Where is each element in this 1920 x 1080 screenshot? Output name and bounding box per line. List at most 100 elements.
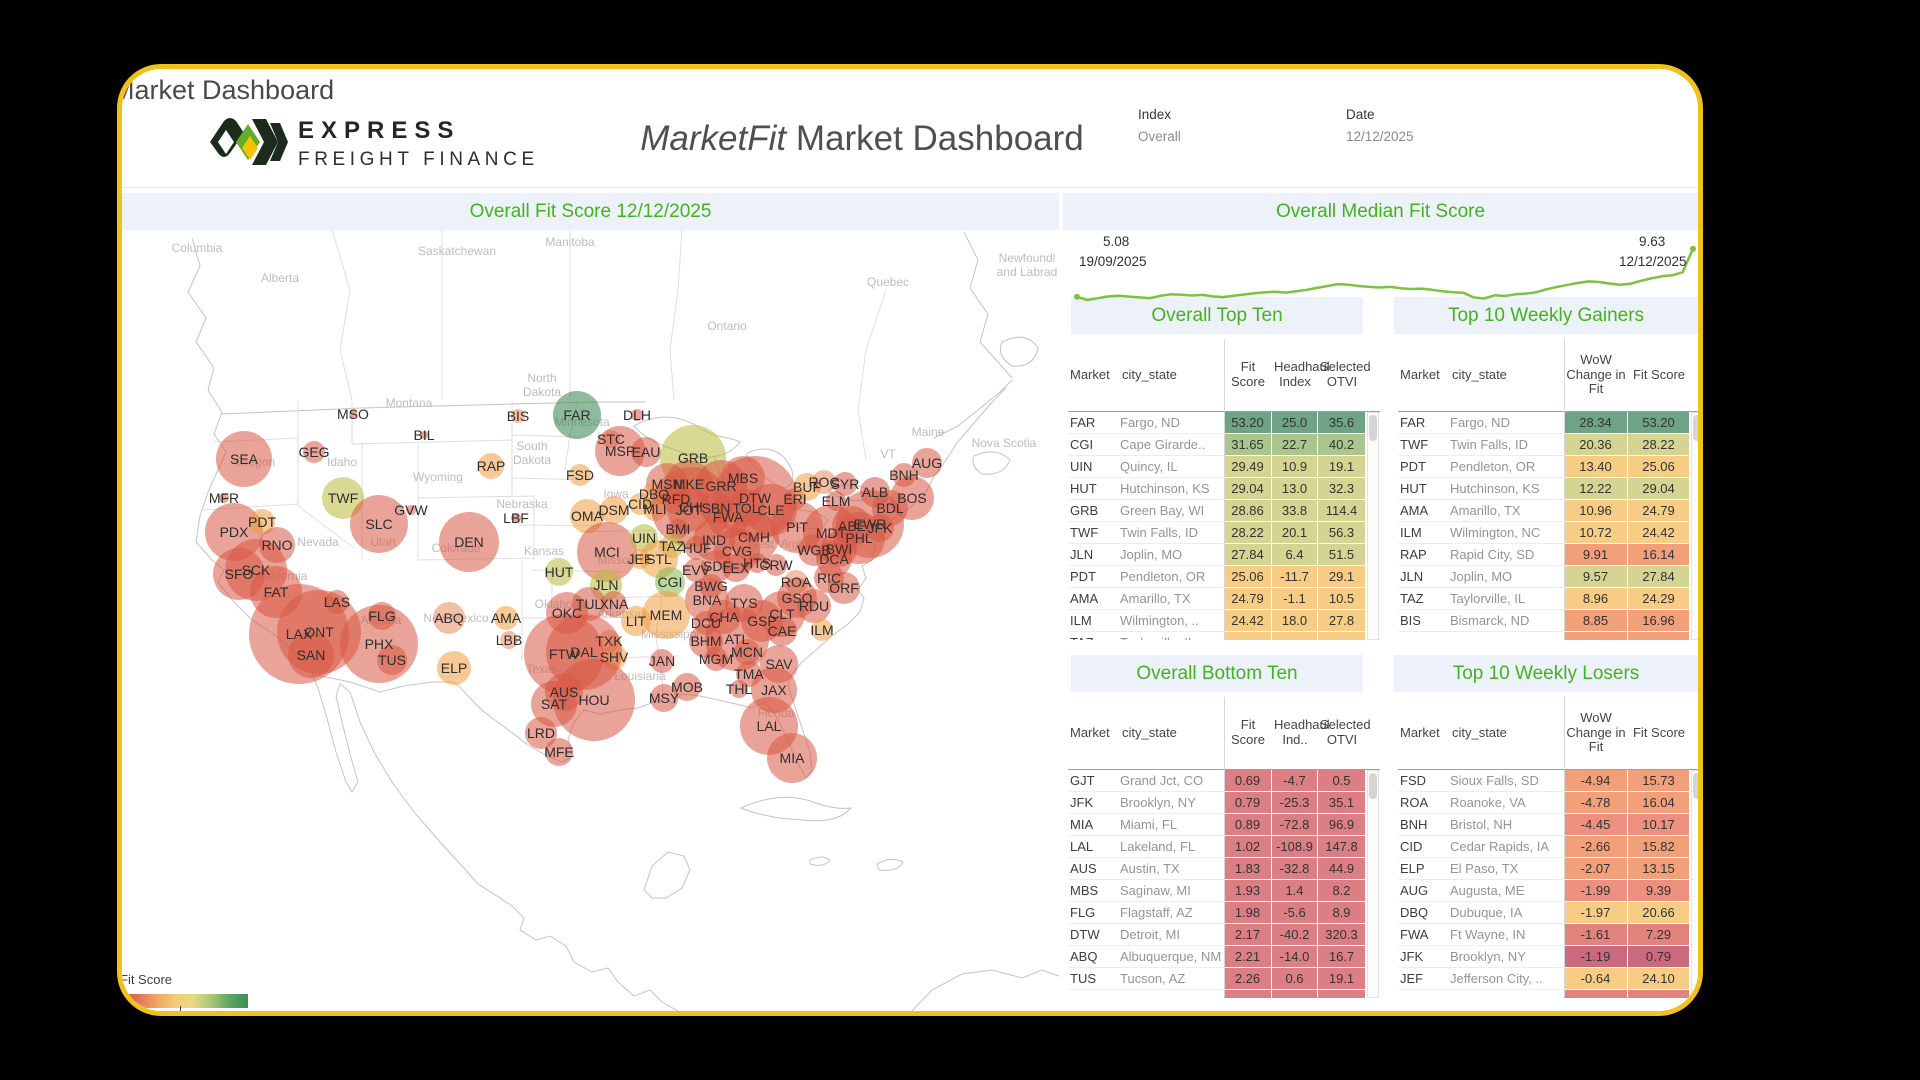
- table-row[interactable]: FSD Sioux Falls, SD -4.94 15.73: [1398, 770, 1698, 792]
- topten-header-0[interactable]: Market: [1070, 366, 1110, 382]
- table-row[interactable]: DTW Detroit, MI 2.17 -40.2 320.3: [1068, 924, 1380, 946]
- market-bubble-RAP[interactable]: [478, 453, 504, 479]
- table-row[interactable]: JFK Brooklyn, NY -1.19 0.79: [1398, 946, 1698, 968]
- market-bubble-BMI[interactable]: [668, 519, 688, 539]
- table-row[interactable]: ROA Roanoke, VA -4.78 16.04: [1398, 792, 1698, 814]
- market-bubble-BIL[interactable]: [420, 431, 428, 439]
- market-bubble-HOU[interactable]: [553, 659, 635, 741]
- table-row[interactable]: UIN Quincy, IL 29.49 10.9 19.1: [1068, 456, 1380, 478]
- market-bubble-MIA[interactable]: [767, 733, 817, 783]
- market-bubble-MCI[interactable]: [577, 522, 637, 582]
- market-bubble-DEN[interactable]: [439, 512, 499, 572]
- losers-header-0[interactable]: Market: [1400, 724, 1440, 740]
- table-row[interactable]: [1068, 990, 1380, 998]
- table-row[interactable]: PDT Pendleton, OR 25.06 -11.7 29.1: [1068, 566, 1380, 588]
- table-row[interactable]: TAZ Taylorville, IL 8.96 24.29: [1398, 588, 1698, 610]
- market-bubble-RDU[interactable]: [797, 589, 831, 623]
- gainers-header-1[interactable]: city_state: [1452, 366, 1507, 382]
- market-bubble-MCN[interactable]: [734, 639, 760, 665]
- table-row[interactable]: JLN Joplin, MO 9.57 27.84: [1398, 566, 1698, 588]
- gainers-scrollbar[interactable]: [1691, 412, 1698, 640]
- topten-header-3[interactable]: Headhaul Index: [1274, 359, 1330, 389]
- market-bubble-MFR[interactable]: [219, 493, 229, 503]
- bottomten-header-2[interactable]: Fit Score: [1231, 717, 1265, 747]
- bottomten-header-1[interactable]: city_state: [1122, 724, 1177, 740]
- table-row[interactable]: ILM Wilmington, NC 10.72 24.42: [1398, 522, 1698, 544]
- table-row[interactable]: LAL Lakeland, FL 1.02 -108.9 147.8: [1068, 836, 1380, 858]
- table-row[interactable]: JLN Joplin, MO 27.84 6.4 51.5: [1068, 544, 1380, 566]
- table-row[interactable]: AUG Augusta, ME -1.99 9.39: [1398, 880, 1698, 902]
- market-bubble-HTS[interactable]: [747, 553, 767, 573]
- market-bubble-MSP[interactable]: [595, 426, 645, 476]
- table-row[interactable]: ABQ Albuquerque, NM 2.21 -14.0 16.7: [1068, 946, 1380, 968]
- date-filter[interactable]: Date 12/12/2025: [1346, 107, 1414, 144]
- market-bubble-TUL[interactable]: [572, 587, 606, 621]
- market-bubble-BDL[interactable]: [872, 490, 908, 526]
- market-bubble-SYR[interactable]: [833, 472, 857, 496]
- market-bubble-TUS[interactable]: [377, 645, 407, 675]
- index-value[interactable]: Overall: [1138, 129, 1181, 144]
- market-bubble-JAN[interactable]: [650, 649, 674, 673]
- table-row[interactable]: HUT Hutchinson, KS 29.04 13.0 32.3: [1068, 478, 1380, 500]
- gainers-scrollbar-thumb[interactable]: [1693, 415, 1698, 441]
- table-row[interactable]: TWF Twin Falls, ID 28.22 20.1 56.3: [1068, 522, 1380, 544]
- table-row[interactable]: [1398, 990, 1698, 998]
- market-bubble-CAE[interactable]: [767, 616, 797, 646]
- market-bubble-GEG[interactable]: [303, 441, 325, 463]
- market-bubble-SAN[interactable]: [288, 632, 334, 678]
- market-bubble-AMA[interactable]: [494, 606, 518, 630]
- table-row[interactable]: RAP Rapid City, SD 9.91 16.14: [1398, 544, 1698, 566]
- losers-header-1[interactable]: city_state: [1452, 724, 1507, 740]
- topten-header-1[interactable]: city_state: [1122, 366, 1177, 382]
- table-row[interactable]: AMA Amarillo, TX 10.96 24.79: [1398, 500, 1698, 522]
- table-row[interactable]: FAR Fargo, ND 53.20 25.0 35.6: [1068, 412, 1380, 434]
- market-bubble-MOB[interactable]: [673, 673, 701, 701]
- table-row[interactable]: AUS Austin, TX 1.83 -32.8 44.9: [1068, 858, 1380, 880]
- market-bubble-JEF[interactable]: [630, 549, 650, 569]
- median-fit-line-chart[interactable]: 5.08 19/09/2025 9.63 12/12/2025: [1063, 230, 1698, 302]
- market-bubble-LRD[interactable]: [525, 717, 557, 749]
- market-bubble-AUG[interactable]: [912, 448, 942, 478]
- losers-header-3[interactable]: Fit Score: [1632, 724, 1685, 740]
- market-bubble-SLC[interactable]: [350, 495, 408, 553]
- bottomten-scrollbar[interactable]: [1367, 770, 1379, 998]
- market-bubble-FLG[interactable]: [368, 602, 396, 630]
- table-row[interactable]: JFK Brooklyn, NY 0.79 -25.3 35.1: [1068, 792, 1380, 814]
- gainers-header-2[interactable]: WoW Change in Fit: [1566, 351, 1626, 397]
- table-row[interactable]: GRB Green Bay, WI 28.86 33.8 114.4: [1068, 500, 1380, 522]
- market-bubble-ROC[interactable]: [812, 470, 836, 494]
- table-row[interactable]: AMA Amarillo, TX 24.79 -1.1 10.5: [1068, 588, 1380, 610]
- table-row[interactable]: MBS Saginaw, MI 1.93 1.4 8.2: [1068, 880, 1380, 902]
- losers-header-2[interactable]: WoW Change in Fit: [1566, 709, 1626, 755]
- market-bubble-DSM[interactable]: [600, 496, 628, 524]
- market-bubble-BNH[interactable]: [892, 463, 916, 487]
- losers-scrollbar-thumb[interactable]: [1693, 773, 1698, 799]
- market-bubble-MGM[interactable]: [704, 647, 728, 671]
- market-bubble-DLH[interactable]: [631, 409, 643, 421]
- market-bubble-ABQ[interactable]: [433, 602, 465, 634]
- topten-scrollbar[interactable]: [1367, 412, 1379, 640]
- market-bubble-LEX[interactable]: [722, 554, 750, 582]
- bottomten-scrollbar-thumb[interactable]: [1369, 773, 1377, 799]
- fit-score-map[interactable]: Columbia Alberta Saskatchewan Manitoba Ontar…: [122, 230, 1059, 1011]
- market-bubble-MSY[interactable]: [650, 684, 678, 712]
- market-bubble-GVW[interactable]: [406, 505, 416, 515]
- market-bubble-SEA[interactable]: [216, 431, 272, 487]
- market-bubble-FAR[interactable]: [553, 391, 601, 439]
- table-row[interactable]: DBQ Dubuque, IA -1.97 20.66: [1398, 902, 1698, 924]
- date-value[interactable]: 12/12/2025: [1346, 129, 1414, 144]
- table-row[interactable]: ELP El Paso, TX -2.07 13.15: [1398, 858, 1698, 880]
- table-row[interactable]: [1398, 632, 1698, 640]
- market-bubble-PDT[interactable]: [249, 509, 275, 535]
- table-row[interactable]: ILM Wilmington, .. 24.42 18.0 27.8: [1068, 610, 1380, 632]
- table-row[interactable]: TUS Tucson, AZ 2.26 0.6 19.1: [1068, 968, 1380, 990]
- table-row[interactable]: FWA Ft Wayne, IN -1.61 7.29: [1398, 924, 1698, 946]
- table-row[interactable]: FAR Fargo, ND 28.34 53.20: [1398, 412, 1698, 434]
- market-bubble-ELP[interactable]: [437, 651, 471, 685]
- market-bubble-BIS[interactable]: [511, 409, 525, 423]
- bottomten-header-3[interactable]: Headhaul Ind..: [1274, 717, 1330, 747]
- table-row[interactable]: HUT Hutchinson, KS 12.22 29.04: [1398, 478, 1698, 500]
- market-bubble-MSO[interactable]: [349, 410, 357, 418]
- losers-scrollbar[interactable]: [1691, 770, 1698, 998]
